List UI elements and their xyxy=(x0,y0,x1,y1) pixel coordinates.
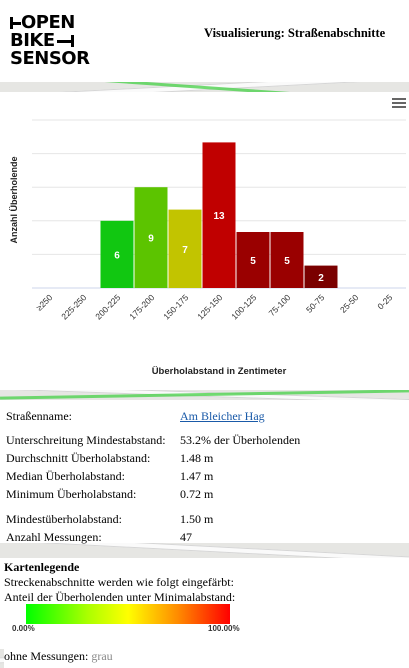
histogram-chart: ≥250 225-250 6 200-225 9 175-200 7 150-175 13 125… xyxy=(9,119,406,377)
histogram-bar xyxy=(304,265,338,288)
stat-label: Durchschnitt Überholabstand: xyxy=(6,451,151,465)
app-header: OPEN BIKE SENSOR Visualisierung: Straßen… xyxy=(0,0,409,82)
openbikesensor-logo: OPEN BIKE SENSOR xyxy=(10,12,90,69)
x-tick-label: 175-200 xyxy=(127,292,156,321)
stat-label: Unterschreitung Mindestabstand: xyxy=(6,433,166,447)
stat-label: Mindestüberholabstand: xyxy=(6,512,122,526)
legend-scale-caption: Anteil der Überholenden unter Minimalabs… xyxy=(4,590,236,604)
x-tick-label: ≥250 xyxy=(34,292,55,313)
legend-no-data: ohne Messungen: grau xyxy=(4,649,409,668)
stat-label: Minimum Überholabstand: xyxy=(6,487,137,501)
x-tick-label: 125-150 xyxy=(195,292,224,321)
legend-description: Streckenabschnitte werden wie folgt eing… xyxy=(4,575,234,589)
bar-data-label: 2 xyxy=(318,273,324,284)
histogram-bar xyxy=(134,187,168,288)
x-tick-label: 100-125 xyxy=(229,292,258,321)
bar-data-label: 7 xyxy=(182,245,188,256)
bar-data-label: 5 xyxy=(284,256,290,267)
stat-value: 0.72 m xyxy=(180,487,214,501)
bar-data-label: 9 xyxy=(148,234,154,245)
page-title: Visualisierung: Straßenabschnitte xyxy=(204,26,386,40)
histogram-bar xyxy=(270,232,304,288)
x-tick-label: 0-25 xyxy=(375,292,394,311)
stat-label: Anzahl Messungen: xyxy=(6,530,102,544)
histogram-bar xyxy=(236,232,270,288)
legend-color-gradient xyxy=(26,604,230,624)
x-axis-label: Überholabstand in Zentimeter xyxy=(152,366,287,377)
x-tick-label: 200-225 xyxy=(93,292,122,321)
bar-data-label: 6 xyxy=(114,250,120,261)
stat-value: 1.47 m xyxy=(180,469,214,483)
map-legend: Kartenlegende Streckenabschnitte werden … xyxy=(0,558,409,649)
bar-data-label: 5 xyxy=(250,256,256,267)
no-data-label: ohne Messungen: xyxy=(4,649,89,663)
x-tick-label: 50-75 xyxy=(304,292,327,315)
histogram-bar xyxy=(202,142,236,288)
hamburger-menu-icon[interactable] xyxy=(392,98,406,109)
x-tick-label: 75-100 xyxy=(267,292,293,318)
histogram-bar xyxy=(100,220,134,288)
x-tick-label: 150-175 xyxy=(161,292,190,321)
histogram-panel: ≥250 225-250 6 200-225 9 175-200 7 150-175 13 125… xyxy=(0,92,409,390)
stat-value: 1.48 m xyxy=(180,451,214,465)
no-data-value: grau xyxy=(91,649,113,663)
x-tick-label: 225-250 xyxy=(59,292,88,321)
histogram-bar xyxy=(168,209,202,288)
stat-value: 47 xyxy=(180,530,192,544)
y-axis-label: Anzahl Überholende xyxy=(9,156,19,243)
bar-data-label: 13 xyxy=(213,211,225,222)
street-name-label: Straßenname: xyxy=(6,409,72,423)
street-name-link[interactable]: Am Bleicher Hag xyxy=(180,409,265,423)
legend-max-label: 100.00% xyxy=(208,624,240,633)
stat-value: 53.2% der Überholenden xyxy=(180,433,301,447)
stat-value: 1.50 m xyxy=(180,512,214,526)
legend-title: Kartenlegende xyxy=(4,560,80,574)
street-statistics: Straßenname: Am Bleicher Hag Unterschrei… xyxy=(0,400,409,544)
x-tick-label: 25-50 xyxy=(338,292,361,315)
legend-min-label: 0.00% xyxy=(12,624,35,633)
stat-label: Median Überholabstand: xyxy=(6,469,125,483)
